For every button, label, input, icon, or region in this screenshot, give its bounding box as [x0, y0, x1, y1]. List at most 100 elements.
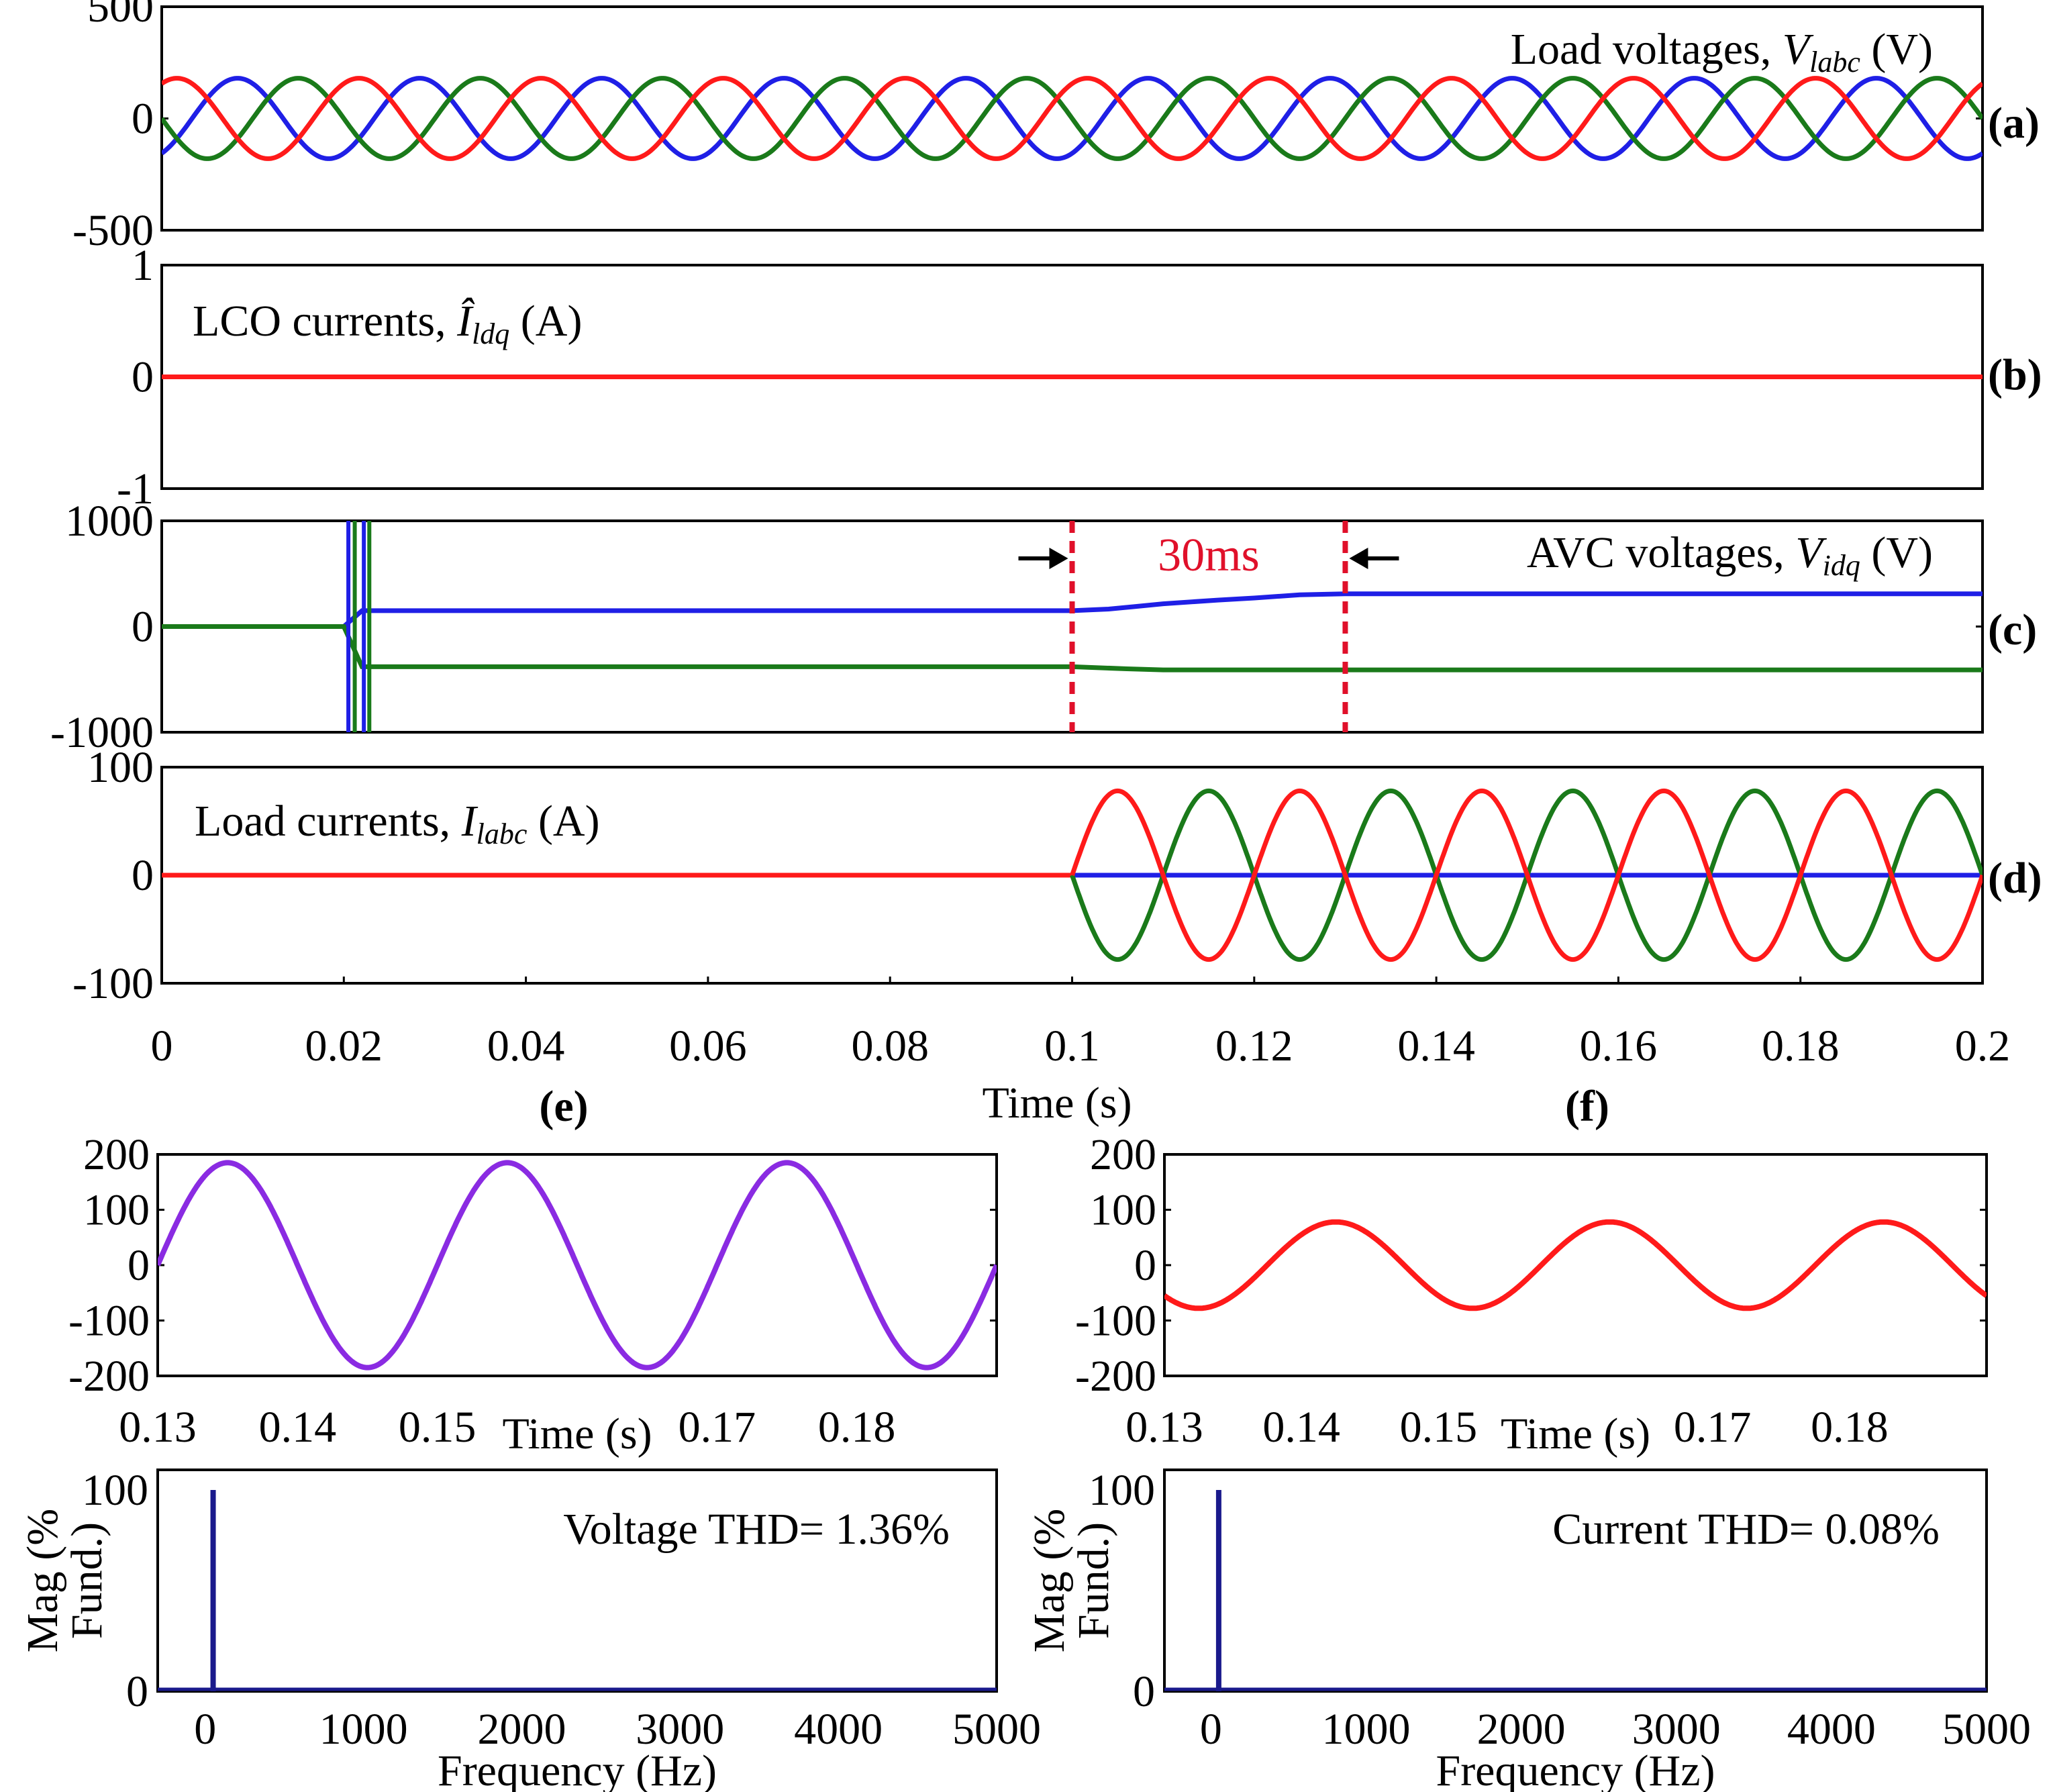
- panel-a-title: Load voltages, Vlabc (V): [1511, 25, 1933, 79]
- panel-d-ytick-label: -100: [72, 959, 154, 1008]
- panel-f-wave-xtick-label: 0.18: [1811, 1403, 1889, 1452]
- panel-f-fft-xtick-label: 3000: [1632, 1705, 1721, 1754]
- panel-f-fft-ytick-label: 100: [1089, 1466, 1155, 1515]
- panel-f-wave-ytick-label: 0: [1134, 1241, 1156, 1290]
- panel-d-xtick-label: 0.04: [487, 1022, 565, 1071]
- panel-f-fft-xtick-label: 0: [1200, 1705, 1222, 1754]
- panel-a-tag: (a): [1988, 99, 2040, 148]
- panel-e-fft-xtick-label: 1000: [319, 1705, 408, 1754]
- panel-f-wave-xtick-label: 0.13: [1125, 1403, 1203, 1452]
- panel-f-wave-frame: [1163, 1153, 1988, 1377]
- panel-e-wave-ytick-label: -200: [68, 1352, 150, 1401]
- panel-c-title-subscript: idq: [1823, 549, 1860, 582]
- panel-f-wave-series-current: [1164, 1219, 1987, 1311]
- panel-e-fft-xtick-label: 3000: [636, 1705, 724, 1754]
- panel-e-wave-xtick-label: 0.14: [259, 1403, 337, 1452]
- panel-e-fft-xtick-label: 2000: [477, 1705, 566, 1754]
- panel-a-title-unit: (V): [1860, 25, 1933, 74]
- panel-f-wave-ytick-label: 100: [1090, 1186, 1156, 1235]
- panel-e-wave-tag: (e): [539, 1082, 588, 1131]
- panel-d-title-unit: (A): [527, 797, 599, 846]
- panel-a-ytick-label: 500: [87, 0, 154, 32]
- panel-d-title-text: Load currents,: [195, 797, 462, 846]
- panel-f-fft-xlabel: Frequency (Hz): [1436, 1746, 1715, 1792]
- panel-c-arrow-left-head: [1049, 548, 1068, 569]
- panel-b-title-unit: (A): [509, 297, 582, 346]
- panel-e-wave-xtick-label: 0.17: [679, 1403, 756, 1452]
- panel-e-wave-ytick-label: 0: [128, 1241, 150, 1290]
- panel-d-xtick-label: 0.16: [1580, 1022, 1658, 1071]
- panel-e-wave-series-voltage: [158, 1160, 997, 1371]
- panel-d-series-phase-c: [1070, 788, 1983, 962]
- panel-a-title-subscript: labc: [1809, 46, 1860, 79]
- panel-c-tag: (c): [1988, 605, 2037, 654]
- panel-c-ytick-label: 0: [132, 603, 154, 652]
- panel-f-fft-xtick-label: 5000: [1942, 1705, 2031, 1754]
- panel-b-ytick-label: 1: [132, 241, 154, 290]
- panel-e-wave-ytick-label: 200: [83, 1130, 150, 1179]
- panel-d-title-symbol: I: [461, 797, 479, 846]
- panel-d-ytick-label: 100: [87, 743, 154, 792]
- panel-a-title-text: Load voltages,: [1511, 25, 1783, 74]
- panel-d-xtick-label: 0.02: [305, 1022, 383, 1071]
- panel-d-xtick-label: 0.18: [1762, 1022, 1840, 1071]
- panel-f-fft-ylabel: Mag (%Fund.): [1025, 1509, 1118, 1652]
- panel-c-arrow-right-head: [1349, 548, 1368, 569]
- panel-c-ytick-label: -1000: [50, 708, 154, 757]
- panel-d-xlabel: Time (s): [982, 1079, 1132, 1128]
- panel-b-title-text: LCO currents,: [193, 297, 457, 346]
- panel-f-wave-tag: (f): [1565, 1082, 1609, 1131]
- panel-e-wave-xtick-label: 0.15: [399, 1403, 477, 1452]
- panel-d-title: Load currents, Ilabc (A): [195, 797, 600, 850]
- panel-e-fft-xtick-label: 0: [194, 1705, 216, 1754]
- panel-e-fft-thd-annotation: Voltage THD= 1.36%: [563, 1505, 950, 1554]
- panel-b-title: LCO currents, Îldq (A): [193, 297, 582, 350]
- panel-b-ytick-label: 0: [132, 353, 154, 402]
- panel-b-ytick-label: -1: [117, 464, 154, 513]
- panel-d-xtick-label: 0.2: [1955, 1022, 2011, 1071]
- panel-d-ytick-label: 0: [132, 851, 154, 900]
- panel-a-title-symbol: V: [1783, 25, 1814, 74]
- panel-f-fft-xtick-label: 4000: [1787, 1705, 1876, 1754]
- panel-d-title-subscript: labc: [477, 817, 528, 850]
- panel-f-wave-ytick-label: -200: [1075, 1352, 1156, 1401]
- panel-e-wave-xtick-label: 0.18: [818, 1403, 896, 1452]
- panel-a-series-phase-b: [162, 76, 1983, 161]
- panel-d-xtick-label: 0.14: [1397, 1022, 1475, 1071]
- panel-f-fft-xtick-label: 2000: [1477, 1705, 1566, 1754]
- panel-c-series-Vd: [162, 591, 1983, 629]
- panel-d-tag: (d): [1988, 854, 2042, 903]
- panel-c-title: AVC voltages, Vidq (V): [1527, 528, 1933, 582]
- panel-f-wave-xlabel: Time (s): [1501, 1409, 1650, 1458]
- panel-e-wave-ytick-label: 100: [83, 1186, 150, 1235]
- panel-e-fft-xlabel: Frequency (Hz): [438, 1746, 717, 1792]
- panel-d-xtick-label: 0.1: [1044, 1022, 1100, 1071]
- panel-f-fft-bar-fundamental: [1215, 1490, 1221, 1691]
- panel-a-series-phase-c: [162, 76, 1983, 161]
- panel-f-wave-xtick-label: 0.17: [1674, 1403, 1752, 1452]
- panel-f-wave-ytick-label: -100: [1075, 1297, 1156, 1346]
- panel-f-fft-frame: [1163, 1469, 1988, 1693]
- panel-b-tag: (b): [1988, 350, 2042, 399]
- panel-f-wave-ytick-label: 200: [1090, 1130, 1156, 1179]
- panel-f-fft-ylabel-line1: Mag (%: [1025, 1509, 1074, 1652]
- panel-d-xtick-label: 0.12: [1215, 1022, 1293, 1071]
- panel-e-fft-ytick-label: 0: [126, 1667, 148, 1716]
- panel-e-fft-ytick-label: 100: [82, 1466, 148, 1515]
- panel-c-title-text: AVC voltages,: [1527, 528, 1795, 577]
- panel-c-title-symbol: V: [1795, 528, 1827, 577]
- panel-d-xtick-label: 0.06: [669, 1022, 747, 1071]
- panel-f-fft-ytick-label: 0: [1133, 1667, 1155, 1716]
- panel-e-fft-ylabel-line1: Mag (%: [18, 1509, 67, 1652]
- panel-e-fft-bar-fundamental: [210, 1490, 216, 1691]
- panel-e-fft-ylabel-line2: Fund.): [62, 1522, 111, 1639]
- panel-e-fft-xtick-label: 4000: [794, 1705, 883, 1754]
- panel-d-xtick-label: 0.08: [851, 1022, 929, 1071]
- panel-a-ytick-label: -500: [72, 206, 154, 255]
- panel-f-fft-ylabel-line2: Fund.): [1069, 1522, 1118, 1639]
- panel-b-title-subscript: ldq: [472, 317, 509, 350]
- panel-f-wave-xtick-label: 0.14: [1262, 1403, 1340, 1452]
- panel-f-fft-thd-annotation: Current THD= 0.08%: [1552, 1505, 1940, 1554]
- panel-c-ytick-label: 1000: [65, 497, 154, 546]
